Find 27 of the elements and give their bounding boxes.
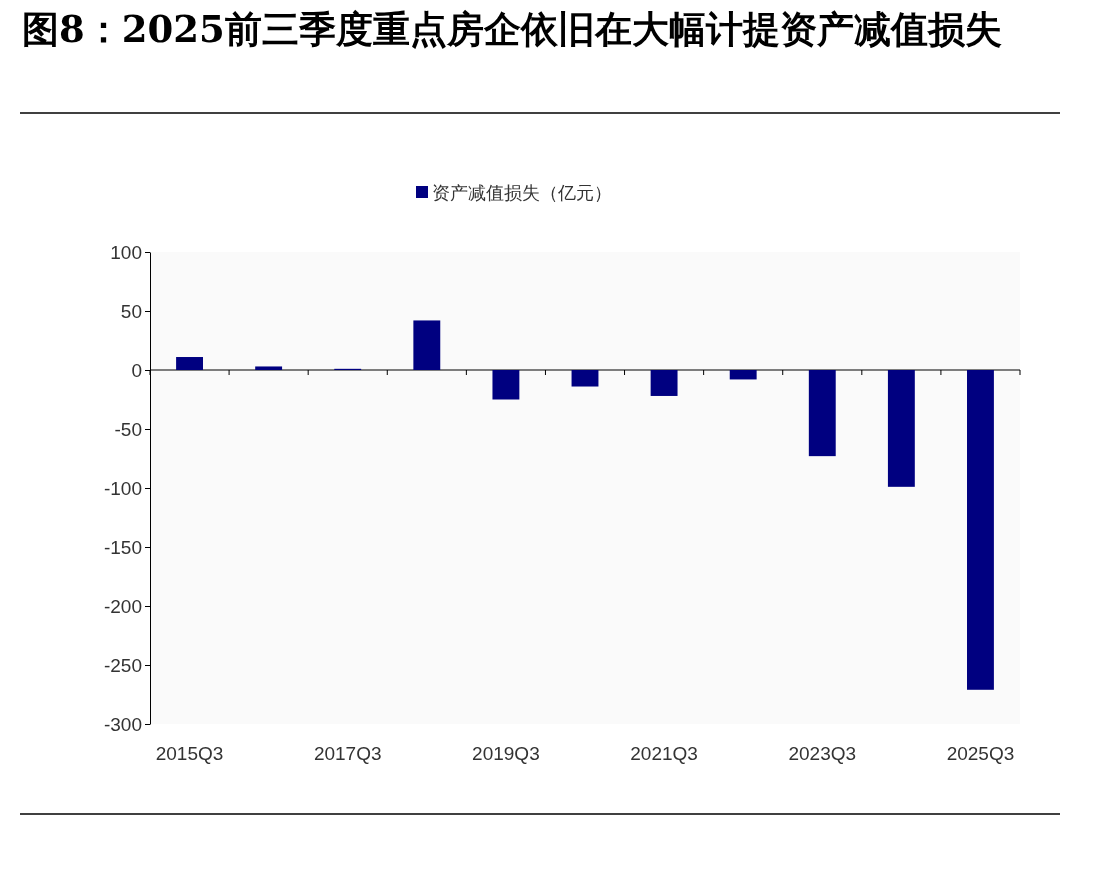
x-tick-label: 2015Q3 <box>155 743 224 764</box>
y-tick-label: -200 <box>103 595 142 617</box>
x-tick-label: 2025Q3 <box>946 743 1015 764</box>
y-tick-label: -300 <box>103 713 142 735</box>
y-tick-label: -50 <box>114 418 142 440</box>
y-tick-label: -150 <box>103 536 142 558</box>
bar <box>413 320 441 370</box>
x-tick-label: 2021Q3 <box>630 743 698 764</box>
bar <box>176 357 203 370</box>
y-tick-label: 0 <box>131 359 142 381</box>
bar <box>808 370 836 457</box>
bar <box>571 370 599 387</box>
legend-label: 资产减值损失（亿元） <box>432 182 612 203</box>
y-tick-label: 100 <box>110 241 142 263</box>
bar <box>255 366 283 370</box>
x-tick-label: 2019Q3 <box>472 743 540 764</box>
chart-title: 图8：2025前三季度重点房企依旧在大幅计提资产减值损失 <box>22 7 1002 51</box>
y-tick-label: -250 <box>103 654 142 676</box>
bar <box>887 370 915 487</box>
bar <box>967 370 994 690</box>
y-tick-label: -100 <box>103 477 142 499</box>
x-tick-label: 2017Q3 <box>313 743 382 764</box>
bar <box>729 370 757 380</box>
bar <box>492 370 520 400</box>
bar <box>650 370 678 396</box>
x-tick-label: 2023Q3 <box>788 743 857 764</box>
y-tick-label: 50 <box>120 300 142 322</box>
